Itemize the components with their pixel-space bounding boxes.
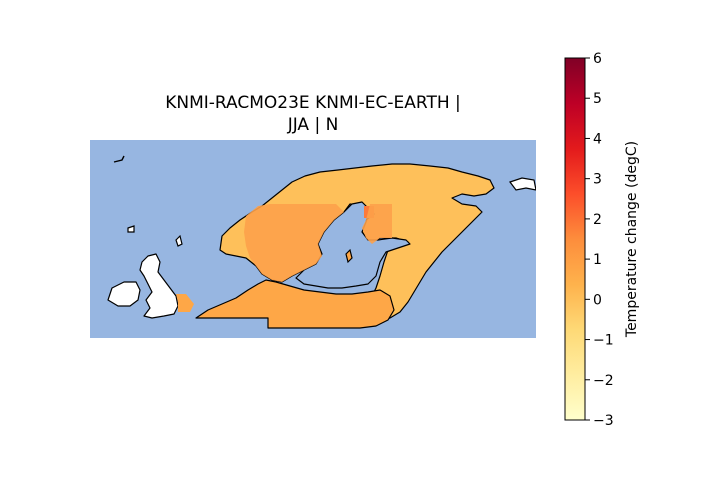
island-faroe bbox=[127, 225, 135, 233]
colorbar-label: Temperature change (degC) bbox=[624, 141, 640, 338]
land-ireland bbox=[107, 281, 141, 307]
colorbar-tick-label: −3 bbox=[593, 413, 614, 429]
colorbar-tick-label: 4 bbox=[593, 131, 602, 147]
colorbar-tick-label: −1 bbox=[593, 333, 614, 349]
map-title-line-2: JJA | N bbox=[287, 115, 339, 135]
colorbar-tick-label: 2 bbox=[593, 212, 602, 228]
temperature-cells-baltic-states bbox=[362, 204, 392, 244]
colorbar-tick-label: 5 bbox=[593, 91, 602, 107]
colorbar-tick-label: 1 bbox=[593, 252, 602, 268]
colorbar-ticks: 6 5 4 3 2 1 0 −1 −2 −3 bbox=[585, 51, 614, 429]
map-panel bbox=[90, 140, 536, 338]
colorbar-tick-label: 0 bbox=[593, 292, 602, 308]
coast-kola bbox=[509, 177, 536, 191]
island-iceland-tip bbox=[113, 155, 125, 163]
colorbar: 6 5 4 3 2 1 0 −1 −2 −3 Temperature change (degC) bbox=[564, 51, 640, 429]
colorbar-tick-label: 3 bbox=[593, 172, 602, 188]
colorbar-tick-label: 6 bbox=[593, 51, 602, 67]
temperature-cells-east-england bbox=[176, 294, 194, 312]
island-gotland bbox=[345, 248, 353, 264]
colorbar-gradient bbox=[564, 57, 586, 421]
map-title-line-1: KNMI-RACMO23E KNMI-EC-EARTH | bbox=[165, 93, 461, 113]
island-shetland bbox=[175, 234, 183, 247]
colorbar-tick-label: −2 bbox=[593, 373, 614, 389]
temperature-cells-sweden bbox=[244, 204, 344, 282]
land-western-europe bbox=[195, 279, 395, 329]
land-great-britain bbox=[139, 253, 179, 319]
